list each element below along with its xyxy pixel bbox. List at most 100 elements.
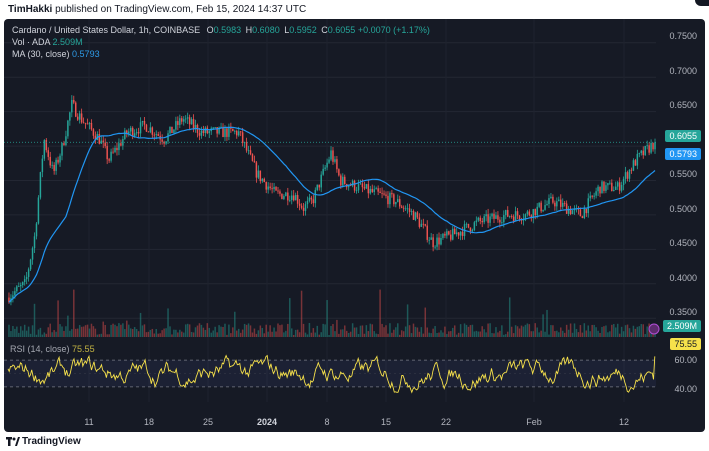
volume-bar — [261, 327, 264, 337]
volume-bar — [106, 334, 108, 337]
volume-bar — [501, 325, 503, 337]
candle-body — [605, 185, 607, 191]
volume-bar — [400, 330, 403, 337]
volume-bar — [316, 325, 319, 337]
volume-tag: 2.509M — [662, 320, 701, 332]
rsi-tick: 60.00 — [674, 355, 697, 365]
volume-bar — [477, 331, 480, 337]
price-tick: 0.4000 — [669, 273, 697, 283]
candle-body — [27, 269, 30, 277]
ma-label[interactable]: MA (30, close) — [12, 49, 70, 59]
candle-body — [475, 220, 478, 223]
candle-body — [332, 150, 334, 162]
volume-bar — [310, 332, 313, 337]
volume-bar — [579, 325, 582, 337]
candle-body — [379, 191, 381, 193]
candle-body — [412, 211, 415, 220]
volume-bar — [353, 327, 356, 337]
volume-bar — [67, 315, 69, 337]
candle-body — [524, 214, 527, 219]
tradingview-logo-icon[interactable] — [6, 437, 20, 447]
candle-body — [340, 175, 342, 186]
chart-pane[interactable]: Cardano / United States Dollar, 1h, COIN… — [4, 19, 705, 432]
volume-bar — [126, 320, 128, 337]
candle-body — [632, 160, 635, 171]
volume-bar — [326, 300, 328, 337]
candle-body — [257, 170, 260, 178]
candle-body — [510, 216, 513, 217]
candle-body — [249, 150, 252, 155]
volume-bar — [363, 333, 366, 337]
volume-bar — [39, 327, 42, 337]
volume-bar — [556, 330, 558, 337]
volume-bar — [573, 323, 576, 337]
candle-body — [45, 140, 48, 151]
candle-body — [646, 145, 648, 147]
candle-body — [157, 134, 159, 136]
candle-body — [88, 122, 91, 125]
candle-body — [275, 186, 277, 191]
volume-bar — [420, 327, 423, 337]
candle-body — [554, 202, 556, 207]
volume-bar — [630, 332, 633, 337]
volume-bar — [98, 334, 101, 337]
volume-bar — [544, 331, 546, 337]
volume-bar — [408, 325, 411, 337]
volume-bar — [188, 324, 191, 337]
volume-bar — [290, 328, 293, 337]
candle-body — [505, 210, 507, 216]
volume-bar — [208, 327, 211, 337]
volume-bar — [228, 324, 230, 337]
candle-body — [385, 194, 387, 196]
candle-body — [326, 162, 328, 168]
candle-body — [128, 131, 130, 134]
candle-body — [131, 127, 134, 137]
candle-body — [359, 183, 362, 185]
candle-body — [508, 216, 511, 217]
candle-body — [567, 208, 570, 214]
candle-body — [400, 206, 403, 208]
volume-bar — [587, 325, 590, 337]
volume-bar — [546, 309, 548, 337]
volume-bar — [567, 329, 570, 337]
volume-bar — [455, 334, 458, 337]
volume-bar — [155, 329, 158, 337]
candle-body — [112, 151, 114, 153]
volume-bar — [520, 325, 523, 337]
candle-body — [479, 217, 482, 221]
volume-bar — [626, 324, 629, 337]
ma-line — [8, 126, 656, 303]
chart-canvas[interactable] — [4, 19, 705, 432]
volume-bar — [131, 329, 134, 337]
candle-body — [202, 130, 205, 134]
symbol-title[interactable]: Cardano / United States Dollar, 1h, COIN… — [12, 25, 201, 35]
volume-label[interactable]: Vol · ADA — [12, 37, 51, 47]
candle-body — [234, 130, 236, 132]
volume-bar — [275, 331, 277, 337]
rsi-legend[interactable]: RSI (14, close) 75.55 — [10, 344, 95, 354]
candle-body — [163, 141, 165, 144]
candle-body — [255, 162, 258, 178]
candle-body — [353, 180, 356, 191]
volume-bar — [461, 333, 464, 337]
candle-body — [616, 182, 619, 187]
candle-body — [143, 120, 146, 125]
volume-bar — [320, 332, 322, 337]
candle-body — [47, 150, 50, 157]
candle-body — [304, 204, 307, 211]
volume-bar — [287, 323, 289, 337]
candle-body — [587, 198, 590, 214]
candle-body — [241, 132, 244, 143]
candle-body — [642, 150, 644, 156]
volume-bar — [510, 326, 513, 337]
candle-body — [289, 199, 291, 201]
footer-brand[interactable]: TradingView — [22, 436, 81, 447]
candle-body — [106, 146, 108, 160]
candle-body — [347, 185, 350, 188]
volume-bar — [424, 307, 427, 337]
rsi-value: 75.55 — [72, 344, 95, 354]
candle-body — [318, 184, 320, 188]
volume-bar — [65, 326, 67, 337]
volume-bar — [632, 325, 635, 337]
volume-bar — [377, 334, 379, 337]
